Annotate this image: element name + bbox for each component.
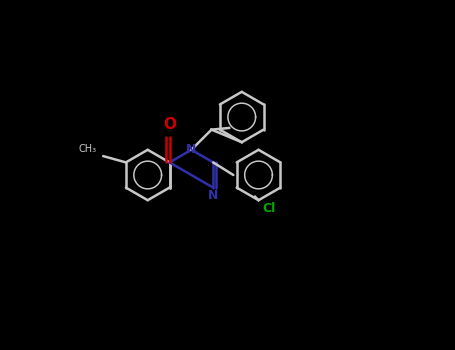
Text: N: N [186,143,197,156]
Text: CH₃: CH₃ [78,144,96,154]
Text: O: O [163,117,176,132]
Text: N: N [208,189,218,202]
Text: Cl: Cl [262,202,275,215]
